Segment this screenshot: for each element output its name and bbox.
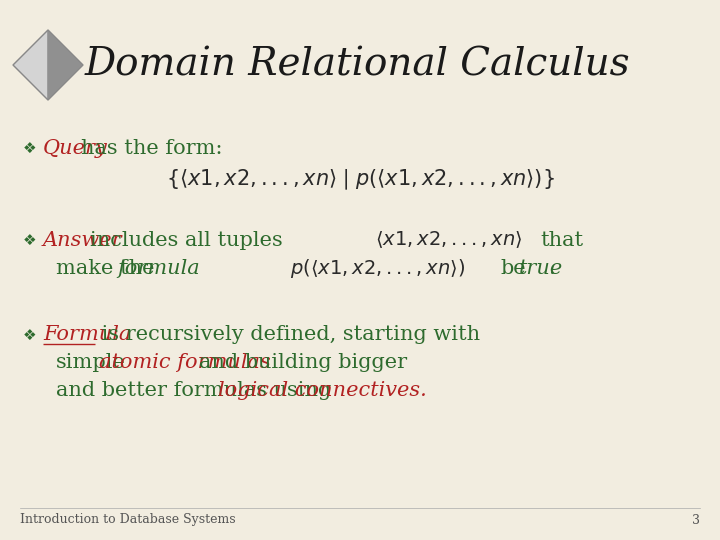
Text: Query: Query [43,138,108,158]
Text: Formula: Formula [43,326,131,345]
Text: ❖: ❖ [23,327,37,342]
Text: ❖: ❖ [23,233,37,247]
Polygon shape [48,30,83,100]
Text: and better formulas using: and better formulas using [56,381,331,401]
Text: Answer: Answer [43,231,122,249]
Text: be: be [500,259,526,278]
Text: ❖: ❖ [23,140,37,156]
Text: is recursively defined, starting with: is recursively defined, starting with [95,326,480,345]
Text: .: . [549,259,556,278]
Text: includes all tuples: includes all tuples [90,231,283,249]
Text: atomic formulas: atomic formulas [99,354,271,373]
Text: that: that [540,231,583,249]
Text: make the: make the [56,259,155,278]
Text: true: true [519,259,563,278]
Text: simple: simple [56,354,126,373]
Text: $\{\langle x1, x2,...,xn\rangle \mid p(\langle x1, x2,...,xn\rangle)\}$: $\{\langle x1, x2,...,xn\rangle \mid p(\… [166,168,554,192]
Text: $p(\langle x1, x2,...,xn\rangle)$: $p(\langle x1, x2,...,xn\rangle)$ [290,256,465,280]
Text: Introduction to Database Systems: Introduction to Database Systems [20,514,235,526]
Text: 3: 3 [692,514,700,526]
Text: $\langle x1, x2,...,xn\rangle$: $\langle x1, x2,...,xn\rangle$ [375,230,522,251]
Polygon shape [13,30,48,100]
Text: formula: formula [117,259,199,278]
Text: and building bigger: and building bigger [199,354,407,373]
Text: has the form:: has the form: [81,138,222,158]
Text: logical connectives.: logical connectives. [218,381,427,401]
Text: Domain Relational Calculus: Domain Relational Calculus [85,46,631,84]
